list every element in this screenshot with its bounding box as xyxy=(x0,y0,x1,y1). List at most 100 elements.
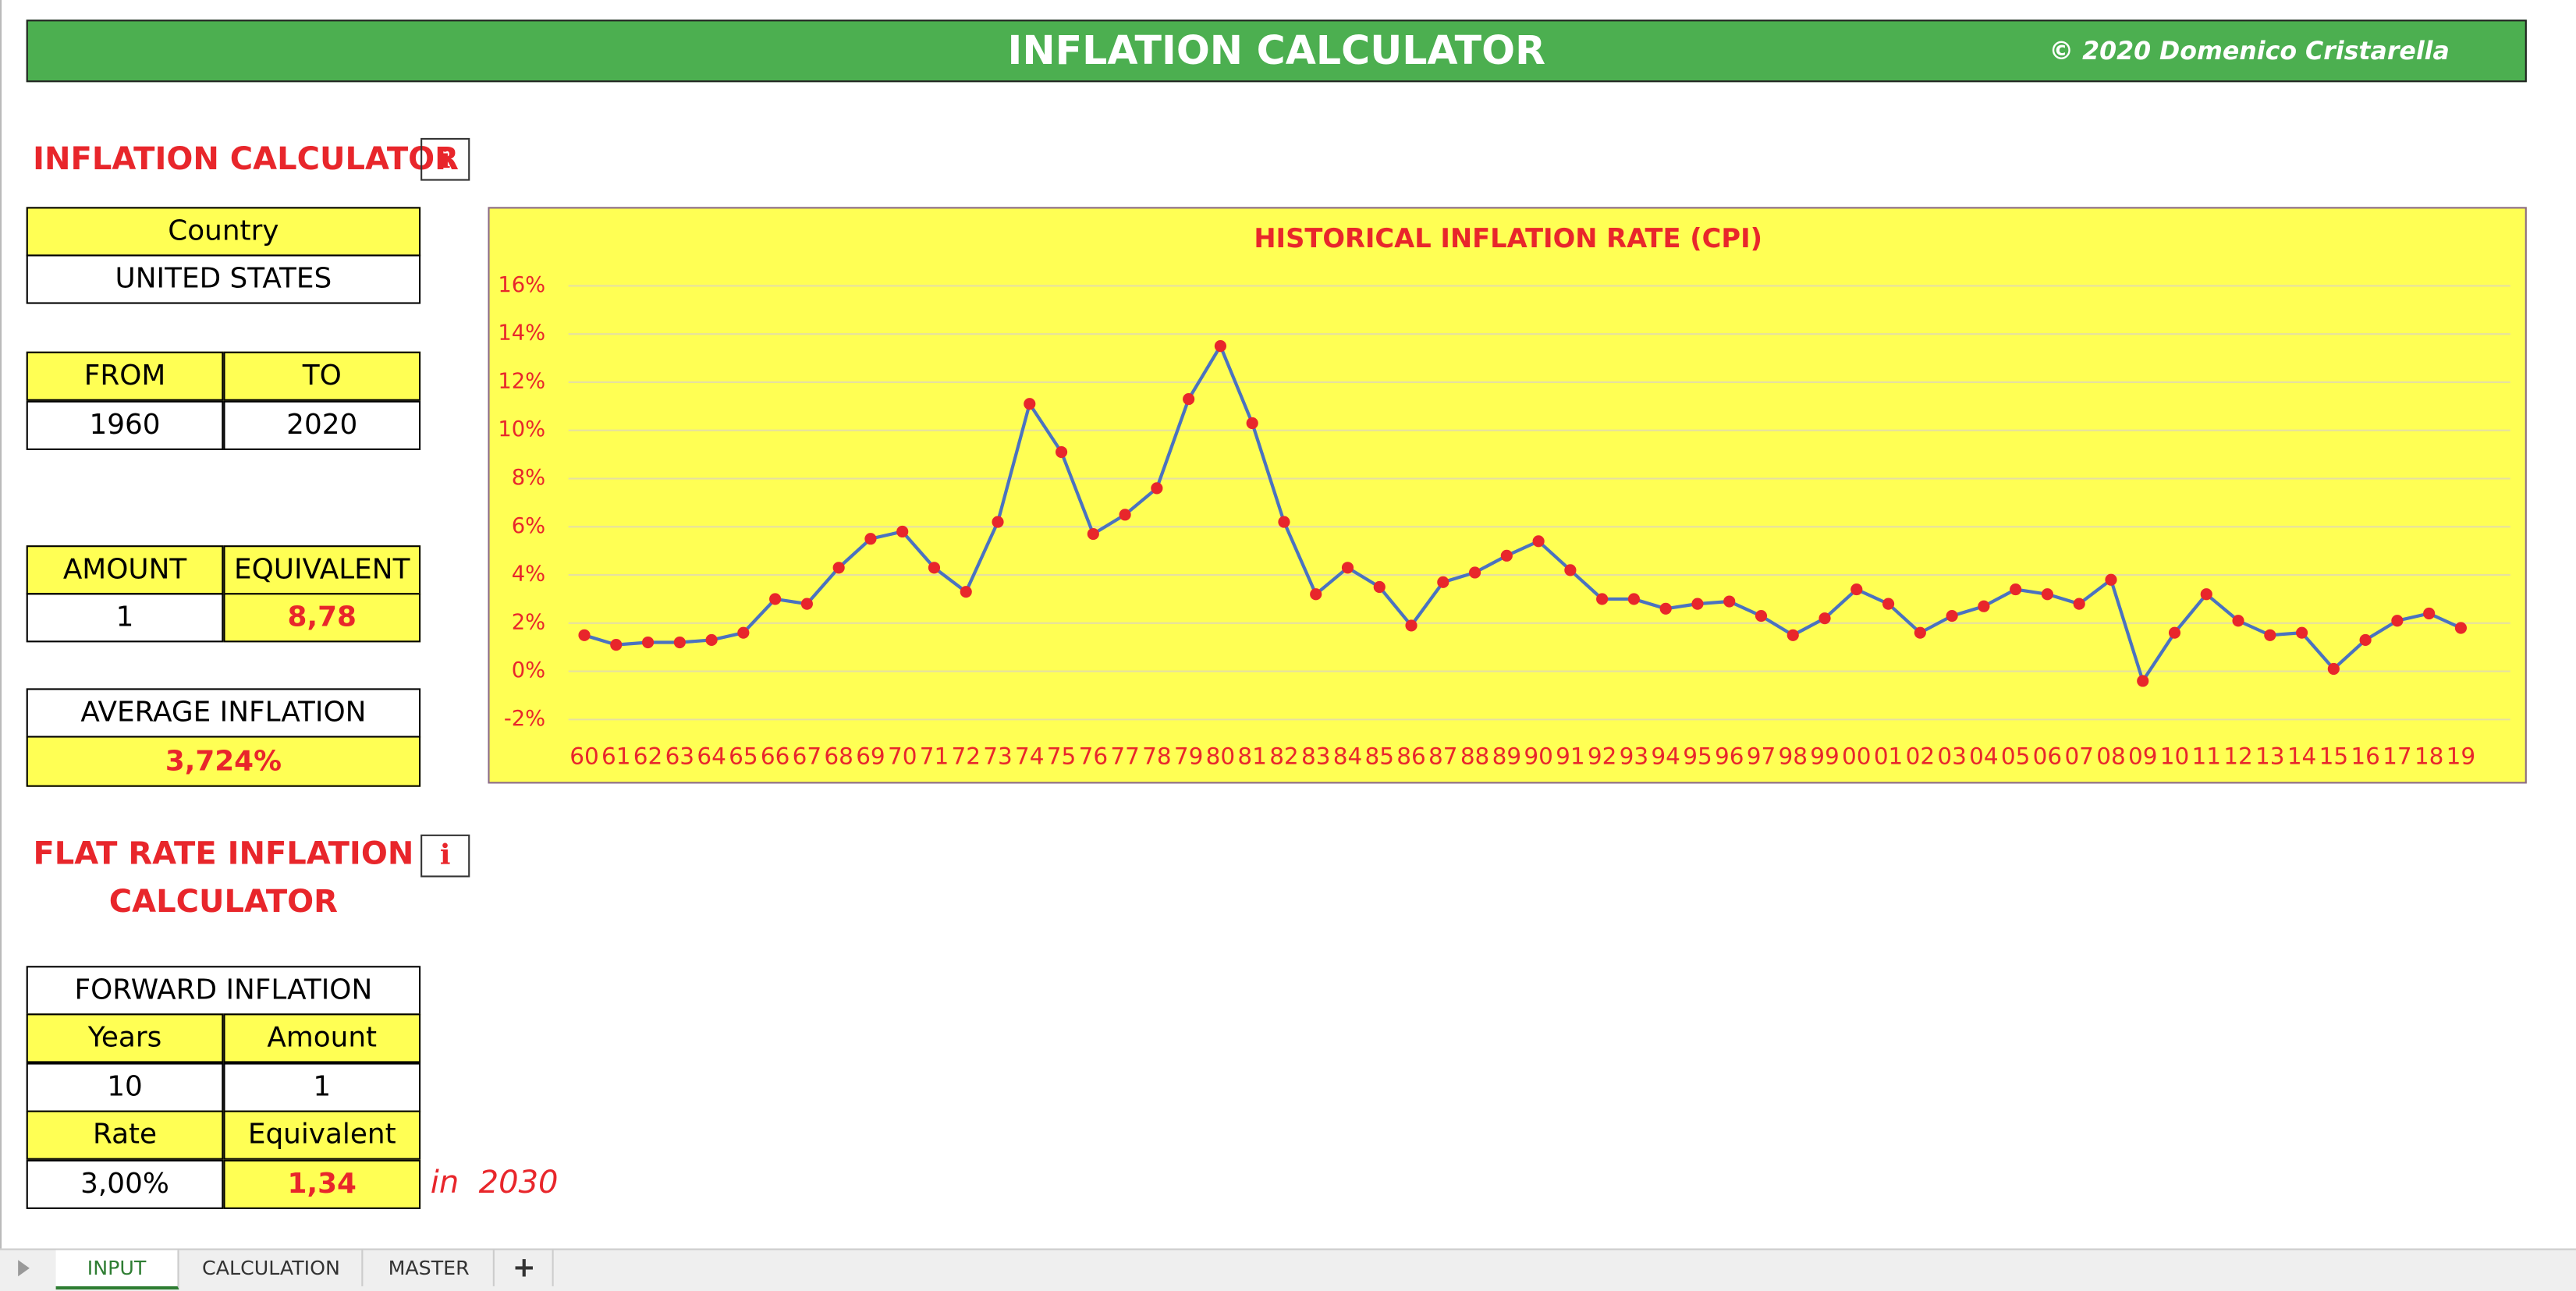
x-tick-label: 77 xyxy=(1110,743,1140,769)
section-title: INFLATION CALCULATOR xyxy=(33,141,459,178)
x-tick-label: 73 xyxy=(983,743,1013,769)
cell: 3,00% xyxy=(26,1159,224,1209)
point xyxy=(1468,566,1481,579)
x-tick-label: 00 xyxy=(1842,743,1872,769)
x-tick-label: 91 xyxy=(1556,743,1585,769)
cell: 3,724% xyxy=(26,736,421,787)
x-tick-label: 03 xyxy=(1937,743,1967,769)
point xyxy=(2423,607,2436,620)
y-tick-label: 10% xyxy=(498,417,545,442)
point xyxy=(928,562,941,574)
point xyxy=(1214,340,1226,353)
cell: Country xyxy=(26,207,421,257)
point xyxy=(1055,445,1068,459)
scroll-arrow[interactable] xyxy=(18,1260,30,1277)
sheet-tab[interactable]: + xyxy=(496,1250,554,1286)
cell: AVERAGE INFLATION xyxy=(26,688,421,738)
point xyxy=(1087,527,1099,541)
x-tick-label: 12 xyxy=(2223,743,2253,769)
point xyxy=(992,516,1004,528)
info-button[interactable]: i xyxy=(420,137,470,181)
x-tick-label: 08 xyxy=(2096,743,2126,769)
y-tick-label: 14% xyxy=(498,321,545,346)
sheet-tab[interactable]: CALCULATION xyxy=(181,1250,364,1286)
x-tick-label: 09 xyxy=(2128,743,2158,769)
point xyxy=(1405,619,1418,632)
y-tick-label: 12% xyxy=(498,369,545,393)
x-tick-label: 18 xyxy=(2415,743,2444,769)
y-tick-label: 16% xyxy=(498,273,545,297)
point xyxy=(578,629,591,641)
x-tick-label: 99 xyxy=(1810,743,1840,769)
point xyxy=(2232,615,2244,627)
point xyxy=(2137,675,2149,687)
point xyxy=(1119,509,1131,521)
point xyxy=(610,639,623,651)
point xyxy=(864,533,877,545)
x-tick-label: 68 xyxy=(824,743,853,769)
header-title: INFLATION CALCULATOR xyxy=(1007,27,1545,74)
point xyxy=(1755,609,1768,622)
x-tick-label: 70 xyxy=(888,743,917,769)
point xyxy=(1882,598,1895,610)
x-tick-label: 88 xyxy=(1460,743,1490,769)
x-tick-label: 01 xyxy=(1874,743,1904,769)
sheet-tab[interactable]: INPUT xyxy=(55,1250,179,1290)
x-tick-label: 65 xyxy=(729,743,758,769)
x-tick-label: 69 xyxy=(856,743,885,769)
point xyxy=(832,562,845,574)
section-title: CALCULATOR xyxy=(108,883,338,920)
x-tick-label: 60 xyxy=(569,743,599,769)
x-tick-label: 81 xyxy=(1237,743,1267,769)
point xyxy=(1850,583,1863,596)
x-tick-label: 19 xyxy=(2446,743,2476,769)
x-tick-label: 96 xyxy=(1715,743,1744,769)
header-bar: INFLATION CALCULATOR © 2020 Domenico Cri… xyxy=(26,20,2527,83)
y-tick-label: 0% xyxy=(512,658,545,683)
x-tick-label: 92 xyxy=(1588,743,1617,769)
point xyxy=(2264,629,2276,641)
x-tick-label: 61 xyxy=(601,743,631,769)
info-button[interactable]: i xyxy=(420,834,470,878)
x-tick-label: 93 xyxy=(1620,743,1649,769)
x-tick-label: 75 xyxy=(1047,743,1077,769)
point xyxy=(769,593,782,605)
tab-bar xyxy=(0,1248,2576,1291)
x-tick-label: 10 xyxy=(2160,743,2190,769)
point xyxy=(2073,598,2085,610)
y-tick-label: 8% xyxy=(512,466,545,490)
point xyxy=(1564,564,1577,576)
point xyxy=(2391,615,2404,627)
x-tick-label: 07 xyxy=(2064,743,2094,769)
sheet-tab[interactable]: MASTER xyxy=(365,1250,495,1286)
cell: TO xyxy=(223,351,421,401)
x-tick-label: 85 xyxy=(1365,743,1395,769)
point xyxy=(1723,595,1736,608)
point xyxy=(1246,417,1258,430)
point xyxy=(1659,602,1672,615)
x-tick-label: 76 xyxy=(1079,743,1109,769)
x-tick-label: 13 xyxy=(2255,743,2285,769)
section-title: FLAT RATE INFLATION xyxy=(33,835,414,873)
x-tick-label: 83 xyxy=(1301,743,1331,769)
x-tick-label: 63 xyxy=(665,743,695,769)
x-tick-label: 15 xyxy=(2319,743,2349,769)
cell: 2020 xyxy=(223,400,421,451)
point xyxy=(705,633,718,647)
point xyxy=(1818,612,1831,625)
point xyxy=(1341,562,1354,574)
x-tick-label: 87 xyxy=(1428,743,1458,769)
x-tick-label: 02 xyxy=(1906,743,1936,769)
x-tick-label: 04 xyxy=(1969,743,1999,769)
point xyxy=(2295,626,2308,639)
cell: 8,78 xyxy=(223,593,421,643)
cell: UNITED STATES xyxy=(26,254,421,304)
copyright: © 2020 Domenico Cristarella xyxy=(2049,36,2450,66)
cell: Rate xyxy=(26,1110,224,1160)
cell: Equivalent xyxy=(223,1110,421,1160)
x-tick-label: 62 xyxy=(633,743,663,769)
x-tick-label: 72 xyxy=(952,743,981,769)
